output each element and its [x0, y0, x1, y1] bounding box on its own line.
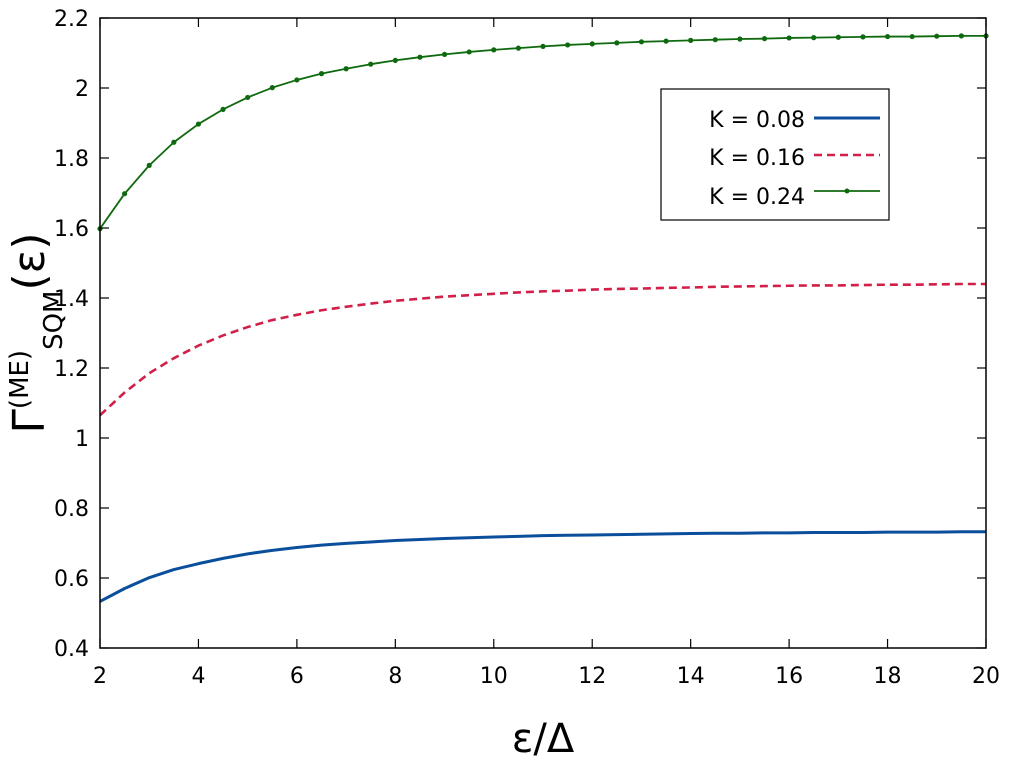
legend-marker-k024	[844, 188, 850, 194]
data-point	[220, 106, 226, 112]
y-axis-label-subscript: SQM	[39, 291, 69, 350]
data-point	[294, 77, 300, 83]
data-point	[245, 94, 251, 101]
y-axis-label-argument: (ε)	[4, 232, 55, 290]
series-line-0	[99, 530, 986, 603]
data-point	[811, 35, 817, 41]
data-point	[688, 37, 694, 44]
data-point	[171, 139, 177, 145]
data-point	[392, 57, 398, 63]
x-tick-label: 14	[677, 664, 705, 689]
x-tick-label: 12	[578, 664, 606, 689]
y-tick-label: 0.6	[54, 567, 89, 592]
x-axis-label: ε/Δ	[512, 716, 575, 762]
data-point	[343, 66, 349, 72]
y-tick-label: 0.4	[54, 637, 89, 662]
data-point	[737, 36, 743, 42]
data-point	[835, 34, 841, 40]
data-point	[122, 191, 128, 197]
data-point	[491, 47, 497, 53]
y-tick-label: 2.2	[54, 7, 89, 32]
data-point	[934, 33, 940, 39]
y-tick-label: 1.4	[54, 287, 89, 312]
data-point	[589, 41, 595, 47]
x-tick-label: 4	[191, 664, 205, 689]
legend-label-k024: K = 0.24	[709, 185, 805, 210]
x-tick-label: 10	[480, 664, 508, 689]
legend-label-k016: K = 0.16	[709, 146, 805, 171]
plot-frame	[99, 17, 987, 649]
data-point	[663, 38, 669, 44]
data-point	[884, 33, 891, 40]
data-point	[860, 34, 866, 40]
data-point	[614, 40, 620, 46]
svg-text:Γ(ME)SQM(ε): Γ(ME)SQM(ε)	[4, 232, 69, 433]
x-tick-label: 8	[388, 664, 402, 689]
y-axis-label: Γ(ME)SQM(ε)	[4, 232, 69, 433]
data-point	[638, 39, 645, 45]
x-tick-label: 18	[874, 664, 902, 689]
data-point	[368, 61, 374, 67]
data-point	[565, 42, 571, 48]
data-point	[195, 121, 202, 127]
series-line-1	[99, 282, 986, 417]
data-point	[909, 33, 915, 40]
data-point	[786, 35, 792, 41]
ticks-layer: 2 4 6 8 10 12 14 16 18 20 0.4 0.6 0.8 1 1.2 1.4 1.6 1.8 2 2…	[54, 7, 1000, 689]
data-point	[269, 85, 275, 91]
data-point	[318, 71, 325, 77]
data-point	[761, 36, 768, 42]
x-tick-label: 6	[290, 664, 304, 689]
data-point	[958, 33, 964, 39]
y-axis-label-symbol: Γ	[4, 409, 55, 434]
x-tick-label: 2	[93, 664, 107, 689]
legend-label-k008: K = 0.08	[709, 108, 805, 133]
y-tick-label: 1	[75, 427, 89, 452]
y-tick-label: 1.2	[54, 357, 89, 382]
data-point	[515, 45, 521, 51]
data-point	[146, 162, 152, 168]
y-tick-label: 1.8	[54, 147, 89, 172]
x-tick-label: 16	[775, 664, 803, 689]
series-layer	[97, 33, 989, 603]
legend-box	[660, 88, 890, 221]
data-point	[441, 51, 448, 58]
data-point	[466, 49, 472, 55]
y-tick-label: 2	[75, 77, 89, 102]
data-point	[540, 43, 546, 49]
y-tick-label: 1.6	[54, 217, 89, 242]
data-point	[712, 37, 718, 43]
y-axis-label-superscript: (ME)	[5, 350, 35, 409]
y-tick-label: 0.8	[54, 497, 89, 522]
data-point	[417, 54, 423, 60]
legend: K = 0.08 K = 0.16 K = 0.24	[660, 88, 890, 221]
x-tick-label: 20	[972, 664, 1000, 689]
